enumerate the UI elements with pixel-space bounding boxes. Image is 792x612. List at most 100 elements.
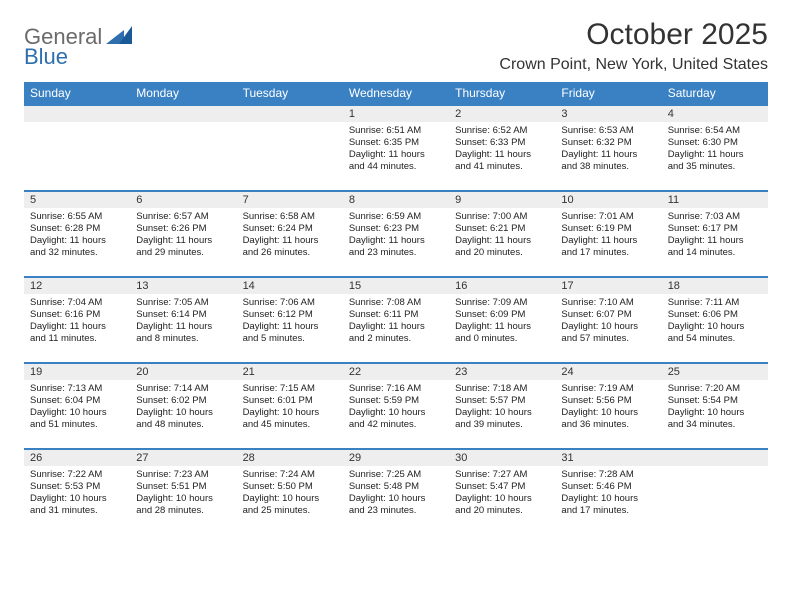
sunset-text: Sunset: 6:11 PM (349, 309, 443, 321)
logo-blue-row: Blue (24, 44, 68, 70)
calendar-day-cell: 26Sunrise: 7:22 AMSunset: 5:53 PMDayligh… (24, 449, 130, 535)
daylight-text-1: Daylight: 10 hours (30, 407, 124, 419)
day-body: Sunrise: 6:53 AMSunset: 6:32 PMDaylight:… (555, 122, 661, 177)
day-body: Sunrise: 7:14 AMSunset: 6:02 PMDaylight:… (130, 380, 236, 435)
sunset-text: Sunset: 6:06 PM (668, 309, 762, 321)
sunset-text: Sunset: 6:14 PM (136, 309, 230, 321)
calendar-day-cell: 4Sunrise: 6:54 AMSunset: 6:30 PMDaylight… (662, 105, 768, 191)
day-number: 26 (24, 450, 130, 466)
header: General October 2025 Crown Point, New Yo… (24, 18, 768, 74)
sunset-text: Sunset: 5:57 PM (455, 395, 549, 407)
day-number: 11 (662, 192, 768, 208)
daylight-text-2: and 25 minutes. (243, 505, 337, 517)
daylight-text-2: and 0 minutes. (455, 333, 549, 345)
sunrise-text: Sunrise: 6:53 AM (561, 125, 655, 137)
day-body: Sunrise: 6:58 AMSunset: 6:24 PMDaylight:… (237, 208, 343, 263)
day-body: Sunrise: 6:54 AMSunset: 6:30 PMDaylight:… (662, 122, 768, 177)
daylight-text-1: Daylight: 10 hours (136, 407, 230, 419)
day-number: 12 (24, 278, 130, 294)
calendar-day-cell: 3Sunrise: 6:53 AMSunset: 6:32 PMDaylight… (555, 105, 661, 191)
sunset-text: Sunset: 6:12 PM (243, 309, 337, 321)
daylight-text-1: Daylight: 11 hours (243, 321, 337, 333)
daylight-text-2: and 5 minutes. (243, 333, 337, 345)
sunrise-text: Sunrise: 7:23 AM (136, 469, 230, 481)
day-number: 10 (555, 192, 661, 208)
sunrise-text: Sunrise: 7:08 AM (349, 297, 443, 309)
sunrise-text: Sunrise: 7:13 AM (30, 383, 124, 395)
daylight-text-1: Daylight: 11 hours (455, 321, 549, 333)
sunset-text: Sunset: 6:17 PM (668, 223, 762, 235)
sunset-text: Sunset: 5:50 PM (243, 481, 337, 493)
sunset-text: Sunset: 5:46 PM (561, 481, 655, 493)
day-number: 17 (555, 278, 661, 294)
daylight-text-1: Daylight: 11 hours (455, 235, 549, 247)
daylight-text-1: Daylight: 10 hours (561, 493, 655, 505)
daylight-text-2: and 36 minutes. (561, 419, 655, 431)
day-body: Sunrise: 6:52 AMSunset: 6:33 PMDaylight:… (449, 122, 555, 177)
weekday-header: Sunday (24, 82, 130, 105)
calendar-day-cell: 15Sunrise: 7:08 AMSunset: 6:11 PMDayligh… (343, 277, 449, 363)
day-number: 21 (237, 364, 343, 380)
day-number: 6 (130, 192, 236, 208)
daylight-text-2: and 28 minutes. (136, 505, 230, 517)
daylight-text-2: and 32 minutes. (30, 247, 124, 259)
calendar-day-cell: 17Sunrise: 7:10 AMSunset: 6:07 PMDayligh… (555, 277, 661, 363)
location-text: Crown Point, New York, United States (499, 56, 768, 74)
calendar-day-cell: 2Sunrise: 6:52 AMSunset: 6:33 PMDaylight… (449, 105, 555, 191)
month-title: October 2025 (499, 18, 768, 52)
day-number: 4 (662, 106, 768, 122)
calendar-day-cell: 9Sunrise: 7:00 AMSunset: 6:21 PMDaylight… (449, 191, 555, 277)
daylight-text-1: Daylight: 10 hours (136, 493, 230, 505)
sunrise-text: Sunrise: 6:52 AM (455, 125, 549, 137)
daylight-text-1: Daylight: 11 hours (668, 235, 762, 247)
sunrise-text: Sunrise: 7:18 AM (455, 383, 549, 395)
daylight-text-2: and 39 minutes. (455, 419, 549, 431)
sunrise-text: Sunrise: 7:22 AM (30, 469, 124, 481)
sunset-text: Sunset: 6:35 PM (349, 137, 443, 149)
sunset-text: Sunset: 6:21 PM (455, 223, 549, 235)
logo-mark-icon (106, 26, 132, 49)
daylight-text-1: Daylight: 10 hours (561, 321, 655, 333)
day-number (24, 106, 130, 122)
day-body: Sunrise: 7:28 AMSunset: 5:46 PMDaylight:… (555, 466, 661, 521)
sunset-text: Sunset: 5:47 PM (455, 481, 549, 493)
day-body: Sunrise: 7:04 AMSunset: 6:16 PMDaylight:… (24, 294, 130, 349)
day-body: Sunrise: 7:10 AMSunset: 6:07 PMDaylight:… (555, 294, 661, 349)
daylight-text-1: Daylight: 10 hours (30, 493, 124, 505)
sunset-text: Sunset: 6:23 PM (349, 223, 443, 235)
daylight-text-1: Daylight: 10 hours (668, 407, 762, 419)
day-body: Sunrise: 7:09 AMSunset: 6:09 PMDaylight:… (449, 294, 555, 349)
calendar-table: SundayMondayTuesdayWednesdayThursdayFrid… (24, 82, 768, 535)
day-number (662, 450, 768, 466)
sunset-text: Sunset: 6:28 PM (30, 223, 124, 235)
daylight-text-1: Daylight: 11 hours (243, 235, 337, 247)
sunset-text: Sunset: 6:04 PM (30, 395, 124, 407)
calendar-week-row: 19Sunrise: 7:13 AMSunset: 6:04 PMDayligh… (24, 363, 768, 449)
day-number: 28 (237, 450, 343, 466)
sunset-text: Sunset: 6:24 PM (243, 223, 337, 235)
sunrise-text: Sunrise: 7:00 AM (455, 211, 549, 223)
sunrise-text: Sunrise: 6:51 AM (349, 125, 443, 137)
daylight-text-1: Daylight: 11 hours (455, 149, 549, 161)
day-body: Sunrise: 7:16 AMSunset: 5:59 PMDaylight:… (343, 380, 449, 435)
daylight-text-2: and 14 minutes. (668, 247, 762, 259)
sunset-text: Sunset: 6:26 PM (136, 223, 230, 235)
day-body: Sunrise: 7:20 AMSunset: 5:54 PMDaylight:… (662, 380, 768, 435)
calendar-day-cell: 25Sunrise: 7:20 AMSunset: 5:54 PMDayligh… (662, 363, 768, 449)
daylight-text-2: and 17 minutes. (561, 505, 655, 517)
day-body: Sunrise: 7:05 AMSunset: 6:14 PMDaylight:… (130, 294, 236, 349)
daylight-text-2: and 41 minutes. (455, 161, 549, 173)
day-number: 1 (343, 106, 449, 122)
sunset-text: Sunset: 5:54 PM (668, 395, 762, 407)
sunrise-text: Sunrise: 7:15 AM (243, 383, 337, 395)
sunrise-text: Sunrise: 7:03 AM (668, 211, 762, 223)
calendar-day-cell: 28Sunrise: 7:24 AMSunset: 5:50 PMDayligh… (237, 449, 343, 535)
calendar-day-cell: 21Sunrise: 7:15 AMSunset: 6:01 PMDayligh… (237, 363, 343, 449)
calendar-day-cell: 12Sunrise: 7:04 AMSunset: 6:16 PMDayligh… (24, 277, 130, 363)
day-number: 14 (237, 278, 343, 294)
daylight-text-2: and 44 minutes. (349, 161, 443, 173)
day-number: 22 (343, 364, 449, 380)
weekday-header: Wednesday (343, 82, 449, 105)
daylight-text-2: and 23 minutes. (349, 247, 443, 259)
calendar-day-cell: 23Sunrise: 7:18 AMSunset: 5:57 PMDayligh… (449, 363, 555, 449)
